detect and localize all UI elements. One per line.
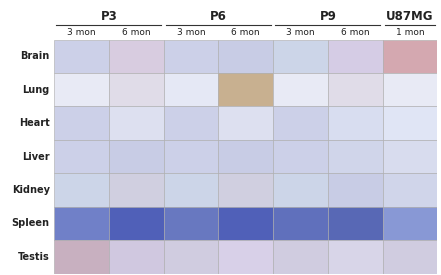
Text: 3 mon: 3 mon [177,28,205,37]
Bar [54,40,109,73]
Text: P9: P9 [319,10,336,23]
Bar [54,140,109,173]
Bar [54,106,109,140]
Bar [273,140,328,173]
Text: U87MG: U87MG [386,10,434,23]
Bar [164,173,218,207]
Bar [164,140,218,173]
Bar [328,240,383,274]
Bar [218,240,273,274]
Bar [164,73,218,106]
Bar [273,40,328,73]
Bar [218,140,273,173]
Text: Liver: Liver [22,152,50,161]
Bar [109,40,164,73]
Bar [383,240,437,274]
Text: P3: P3 [101,10,117,23]
Bar [109,73,164,106]
Bar [109,240,164,274]
Bar [273,73,328,106]
Text: Kidney: Kidney [12,185,50,195]
Bar [328,106,383,140]
Text: 6 mon: 6 mon [122,28,150,37]
Bar [164,40,218,73]
Bar [54,207,109,240]
Bar [54,240,109,274]
Bar [109,106,164,140]
Bar [383,140,437,173]
Bar [328,173,383,207]
Bar [164,207,218,240]
Bar [164,106,218,140]
Text: 6 mon: 6 mon [232,28,260,37]
Bar [383,106,437,140]
Bar [218,73,273,106]
Text: 3 mon: 3 mon [286,28,315,37]
Bar [109,140,164,173]
Bar [109,173,164,207]
Bar [273,240,328,274]
Bar [328,207,383,240]
Text: Testis: Testis [18,252,50,262]
Bar [54,73,109,106]
Bar [273,173,328,207]
Bar [109,207,164,240]
Bar [383,173,437,207]
Text: 6 mon: 6 mon [341,28,370,37]
Text: Spleen: Spleen [12,218,50,229]
Bar [273,207,328,240]
Bar [218,207,273,240]
Bar [218,106,273,140]
Bar [328,73,383,106]
Bar [328,40,383,73]
Text: Lung: Lung [22,85,50,95]
Bar [383,73,437,106]
Bar [54,173,109,207]
Text: P6: P6 [210,10,227,23]
Text: Heart: Heart [19,118,50,128]
Bar [273,106,328,140]
Text: 3 mon: 3 mon [67,28,96,37]
Bar [218,173,273,207]
Bar [164,240,218,274]
Bar [218,40,273,73]
Text: 1 mon: 1 mon [396,28,424,37]
Bar [328,140,383,173]
Bar [383,207,437,240]
Bar [383,40,437,73]
Text: Brain: Brain [20,51,50,61]
